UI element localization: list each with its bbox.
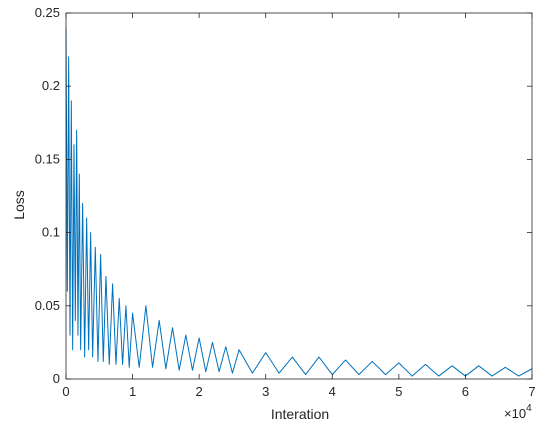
x-tick-label: 3 (262, 384, 269, 399)
x-multiplier-base: ×10 (504, 406, 526, 421)
y-tick-label: 0.1 (42, 225, 60, 240)
x-multiplier-exponent: 4 (526, 403, 532, 414)
y-tick-label: 0.05 (35, 298, 60, 313)
y-tick-label: 0.15 (35, 151, 60, 166)
y-axis-title: Loss (11, 190, 27, 220)
x-tick-label: 1 (129, 384, 136, 399)
series-line-0 (65, 27, 533, 377)
y-tick-label: 0.2 (42, 78, 60, 93)
x-axis-title: Interation (271, 406, 329, 422)
plot-background (66, 13, 532, 379)
x-tick-label: 7 (528, 384, 535, 399)
y-tick-label: 0.25 (35, 5, 60, 20)
x-tick-label: 0 (62, 384, 69, 399)
y-tick-label: 0 (53, 371, 60, 386)
x-tick-label: 5 (395, 384, 402, 399)
plot-area: 0 1 2 3 4 5 6 7 0 0.05 0.1 0.15 0.2 0.25 (35, 5, 536, 399)
x-tick-label: 6 (462, 384, 469, 399)
x-multiplier-label: ×104 (504, 403, 532, 421)
axes-box (65, 12, 533, 380)
x-tick-label: 4 (329, 384, 336, 399)
x-tick-label: 2 (196, 384, 203, 399)
